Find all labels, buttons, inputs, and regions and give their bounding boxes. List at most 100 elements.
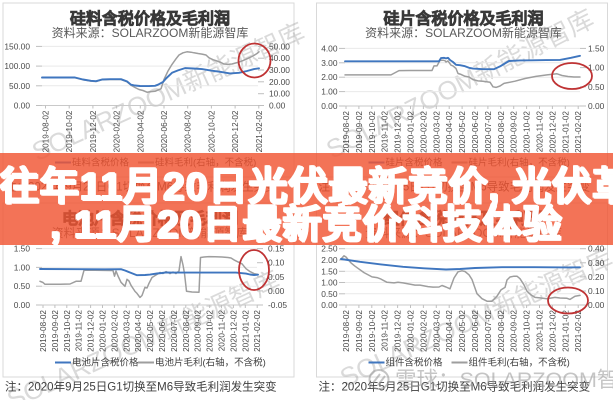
svg-text:2019-09-02: 2019-09-02 — [355, 310, 364, 352]
svg-text:2020-12-02: 2020-12-02 — [231, 110, 240, 152]
svg-text:2019-10-02: 2019-10-02 — [368, 111, 377, 153]
svg-text:组件毛利(右轴，不含税): 组件毛利(右轴，不含税) — [469, 357, 570, 369]
svg-text:0.10: 0.10 — [268, 258, 285, 268]
svg-text:2019-12-02: 2019-12-02 — [87, 310, 96, 352]
svg-text:注：2020年5月25日G1切换至M6导致毛利润发生突变: 注：2020年5月25日G1切换至M6导致毛利润发生突变 — [319, 380, 591, 394]
svg-text:2020-02-02: 2020-02-02 — [110, 310, 119, 352]
svg-text:1.50: 1.50 — [321, 266, 338, 276]
svg-text:2019-08-02: 2019-08-02 — [342, 111, 351, 153]
svg-text:2020-11-02: 2020-11-02 — [536, 111, 545, 153]
svg-text:2020-04-02: 2020-04-02 — [134, 310, 143, 352]
svg-text:40.00: 40.00 — [269, 53, 290, 63]
svg-text:资料来源：SOLARZOOM新能源智库: 资料来源：SOLARZOOM新能源智库 — [365, 25, 562, 40]
svg-text:2020-12-02: 2020-12-02 — [229, 310, 238, 352]
svg-text:2020-08-02: 2020-08-02 — [182, 310, 191, 352]
svg-text:2019-08-02: 2019-08-02 — [39, 310, 48, 352]
svg-text:30.00: 30.00 — [269, 65, 290, 75]
svg-text:2019-12-02: 2019-12-02 — [89, 110, 98, 152]
svg-text:电池片含税价格: 电池片含税价格 — [72, 357, 139, 369]
svg-text:2021-01-02: 2021-01-02 — [561, 111, 570, 153]
svg-text:1.00: 1.00 — [588, 63, 605, 73]
svg-text:2.50: 2.50 — [321, 244, 338, 254]
svg-text:2020-01-02: 2020-01-02 — [407, 310, 416, 352]
svg-text:2019-11-02: 2019-11-02 — [381, 111, 390, 153]
svg-text:0.00: 0.00 — [321, 101, 338, 111]
svg-text:150.00: 150.00 — [4, 41, 30, 51]
svg-text:1.50: 1.50 — [588, 43, 605, 53]
svg-text:50.00: 50.00 — [9, 81, 30, 91]
svg-text:2020-03-02: 2020-03-02 — [432, 111, 441, 153]
svg-text:2020-04-02: 2020-04-02 — [136, 110, 145, 152]
svg-text:2019-11-02: 2019-11-02 — [381, 310, 390, 352]
svg-text:2.00: 2.00 — [321, 255, 338, 265]
svg-text:2020-10-02: 2020-10-02 — [523, 111, 532, 153]
svg-text:2020-11-02: 2020-11-02 — [536, 310, 545, 352]
svg-text:2020-03-02: 2020-03-02 — [432, 310, 441, 352]
svg-text:1.50: 1.50 — [14, 244, 31, 254]
svg-text:0.30: 0.30 — [588, 258, 605, 268]
svg-text:2020-06-02: 2020-06-02 — [471, 310, 480, 352]
svg-text:50.00: 50.00 — [269, 41, 290, 51]
svg-text:2019-12-02: 2019-12-02 — [394, 310, 403, 352]
svg-text:电池片毛利(右轴，不含税): 电池片毛利(右轴，不含税) — [155, 357, 266, 369]
svg-text:0.00: 0.00 — [321, 300, 338, 310]
svg-text:2020-04-02: 2020-04-02 — [445, 310, 454, 352]
svg-text:2019-11-02: 2019-11-02 — [75, 310, 84, 352]
svg-text:2020-09-02: 2020-09-02 — [510, 310, 519, 352]
svg-text:硅料含税价格及毛利润: 硅料含税价格及毛利润 — [70, 9, 230, 28]
svg-text:2020-08-02: 2020-08-02 — [184, 110, 193, 152]
svg-text:0.50: 0.50 — [14, 281, 31, 291]
svg-text:2020-01-02: 2020-01-02 — [99, 310, 108, 352]
svg-text:0.10: 0.10 — [588, 286, 605, 296]
svg-text:-0.05: -0.05 — [268, 300, 287, 310]
svg-text:0.50: 0.50 — [588, 82, 605, 92]
svg-text:3.00: 3.00 — [321, 58, 338, 68]
svg-text:2020-06-02: 2020-06-02 — [160, 110, 169, 152]
svg-text:2020-08-02: 2020-08-02 — [497, 310, 506, 352]
svg-text:2019-12-02: 2019-12-02 — [394, 111, 403, 153]
svg-text:4.00: 4.00 — [321, 43, 338, 53]
svg-text:2019-08-02: 2019-08-02 — [342, 310, 351, 352]
svg-text:0.00: 0.00 — [588, 101, 605, 111]
svg-text:2019-10-02: 2019-10-02 — [65, 110, 74, 152]
svg-text:2020-06-02: 2020-06-02 — [158, 310, 167, 352]
svg-text:2020-05-02: 2020-05-02 — [146, 310, 155, 352]
svg-text:100.00: 100.00 — [4, 61, 30, 71]
svg-text:0.00: 0.00 — [588, 300, 605, 310]
svg-text:2019-10-02: 2019-10-02 — [63, 310, 72, 352]
svg-text:2020-02-02: 2020-02-02 — [419, 111, 428, 153]
svg-text:2020-06-02: 2020-06-02 — [471, 111, 480, 153]
svg-text:0.50: 0.50 — [321, 289, 338, 299]
svg-text:2.00: 2.00 — [321, 72, 338, 82]
svg-text:0.00: 0.00 — [14, 101, 31, 111]
svg-text:2020-05-02: 2020-05-02 — [458, 111, 467, 153]
svg-text:1.00: 1.00 — [321, 87, 338, 97]
svg-text:2021-01-02: 2021-01-02 — [561, 310, 570, 352]
svg-text:2020-09-02: 2020-09-02 — [194, 310, 203, 352]
svg-text:2020-01-02: 2020-01-02 — [407, 111, 416, 153]
svg-text:2019-09-02: 2019-09-02 — [355, 111, 364, 153]
svg-text:1.00: 1.00 — [14, 262, 31, 272]
svg-text:硅片含税价格及毛利润: 硅片含税价格及毛利润 — [383, 9, 543, 28]
svg-text:2019-10-02: 2019-10-02 — [368, 310, 377, 352]
svg-text:2020-07-02: 2020-07-02 — [484, 111, 493, 153]
svg-text:2019-08-02: 2019-08-02 — [42, 110, 51, 152]
svg-text:2020-10-02: 2020-10-02 — [523, 310, 532, 352]
svg-text:1.00: 1.00 — [321, 278, 338, 288]
svg-text:0.05: 0.05 — [268, 272, 285, 282]
svg-text:2021-02-02: 2021-02-02 — [255, 110, 264, 152]
svg-text:0.40: 0.40 — [588, 244, 605, 254]
svg-text:雪球：SOLARZOOM智库: 雪球：SOLARZOOM智库 — [395, 368, 613, 392]
svg-text:2020-11-02: 2020-11-02 — [218, 310, 227, 352]
svg-text:2020-02-02: 2020-02-02 — [419, 310, 428, 352]
svg-text:2021-02-02: 2021-02-02 — [574, 310, 583, 352]
svg-text:2021-02-02: 2021-02-02 — [574, 111, 583, 153]
svg-text:2021-02-02: 2021-02-02 — [253, 310, 262, 352]
svg-text:2019-09-02: 2019-09-02 — [51, 310, 60, 352]
svg-text:2020-09-02: 2020-09-02 — [510, 111, 519, 153]
svg-text:2020-10-02: 2020-10-02 — [206, 310, 215, 352]
svg-text:2020-08-02: 2020-08-02 — [497, 111, 506, 153]
svg-text:2020-07-02: 2020-07-02 — [484, 310, 493, 352]
svg-text:0.15: 0.15 — [268, 244, 285, 254]
svg-text:0.00: 0.00 — [269, 101, 286, 111]
